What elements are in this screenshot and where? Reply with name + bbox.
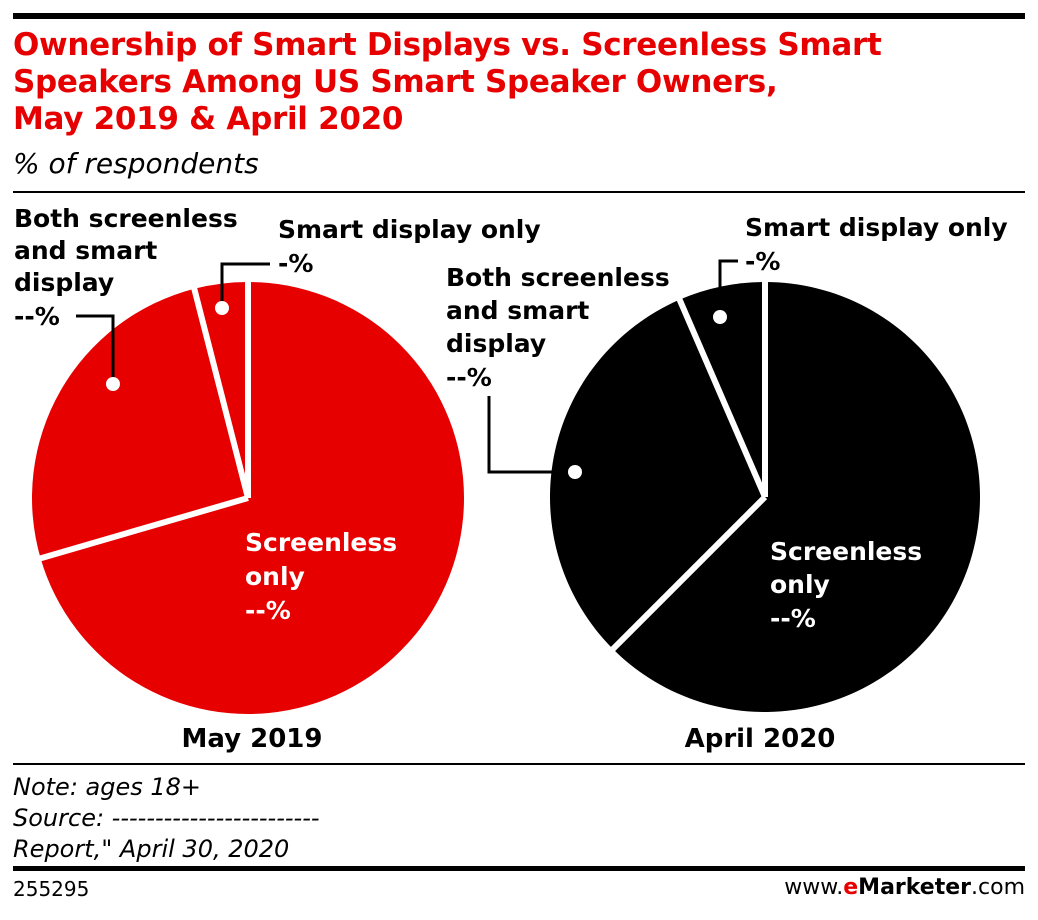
chart-subtitle: % of respondents <box>13 147 259 180</box>
pie-2-display-label: Smart display only <box>745 213 1008 242</box>
pie-2-display-leader-line <box>718 259 738 317</box>
brand-suffix: .com <box>971 875 1025 900</box>
pie-1-display-leader-line <box>220 262 270 308</box>
pie-2-screenless-label-line-2: only <box>770 570 830 599</box>
pie-1-labels: Both screenless and smart display --% Sm… <box>14 204 541 754</box>
bottom-rule <box>13 866 1025 871</box>
title-line-2: Speakers Among US Smart Speaker Owners, <box>13 64 778 100</box>
title-line-1: Ownership of Smart Displays vs. Screenle… <box>13 27 882 63</box>
chart-id: 255295 <box>13 877 90 901</box>
source-text: Source: ------------------------ <box>13 804 320 832</box>
pie-1-caption: May 2019 <box>182 724 323 754</box>
pie-1-slice-divider-2 <box>190 286 251 499</box>
pie-2-both-leader-line <box>487 396 575 474</box>
note-text: Note: ages 18+ <box>13 773 202 801</box>
pie-2-slice-divider-3 <box>609 494 768 653</box>
pie-1-slice-both <box>32 288 249 559</box>
pie-1-both-leader-dot <box>106 377 120 391</box>
pie-2-display-value-label: -% <box>745 247 780 276</box>
title-line-3: May 2019 & April 2020 <box>13 101 404 137</box>
brand-url[interactable]: www.eMarketer.com <box>784 875 1025 900</box>
pie-1-screenless-label-line-2: only <box>245 562 305 591</box>
brand-name: Marketer <box>858 875 972 900</box>
pie-2-both-label-line-1: Both screenless <box>446 263 670 292</box>
pie-1-slice-screenless-only <box>40 282 465 714</box>
pie-1-display-leader-dot <box>215 301 229 315</box>
pie-1-both-label-line-1: Both screenless <box>14 204 238 233</box>
pie-1-both-value-label: --% <box>14 302 60 331</box>
pie-1-screenless-label-line-1: Screenless <box>245 528 397 557</box>
top-rule <box>13 13 1025 19</box>
pie-1-both-leader-line <box>76 314 115 384</box>
footer-divider <box>13 763 1025 765</box>
pie-2-slice-screenless-only <box>612 282 980 712</box>
pie-1-both-label-line-3: display <box>14 268 114 297</box>
pie-2-slice-both <box>549 299 765 650</box>
pie-2-display-leader-dot <box>713 310 727 324</box>
pie-2-both-leader-dot <box>568 465 582 479</box>
brand-e: e <box>843 875 859 900</box>
chart-notes: Note: ages 18+ Source: -----------------… <box>13 772 320 865</box>
brand-prefix: www. <box>784 875 844 900</box>
pie-2-both-label-line-3: display <box>446 329 546 358</box>
report-text: Report," April 30, 2020 <box>13 835 290 863</box>
header-divider <box>13 191 1025 193</box>
pie-1-both-label-line-2: and smart <box>14 236 157 265</box>
pie-2-caption: April 2020 <box>685 724 836 754</box>
pie-2-labels: Smart display only -% Both screenless an… <box>446 213 1008 754</box>
pie-2-both-value-label: --% <box>446 363 492 392</box>
pie-1-screenless-value-label: --% <box>245 596 291 625</box>
pie-1-slice-divider-3 <box>37 495 249 562</box>
pie-1-display-value-label: -% <box>278 249 313 278</box>
pie-2-screenless-label-line-1: Screenless <box>770 537 922 566</box>
pie-2-both-label-line-2: and smart <box>446 296 589 325</box>
pie-2-screenless-value-label: --% <box>770 604 816 633</box>
pie-2-slice-divider-2 <box>676 296 768 499</box>
chart-title: Ownership of Smart Displays vs. Screenle… <box>13 27 1023 138</box>
pie-1-display-label: Smart display only <box>278 215 541 244</box>
